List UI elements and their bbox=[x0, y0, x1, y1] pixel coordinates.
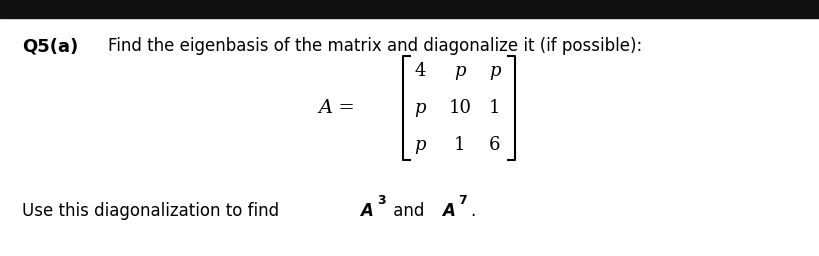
Text: A =: A = bbox=[318, 99, 355, 117]
Text: A: A bbox=[441, 202, 455, 220]
Text: 3: 3 bbox=[377, 195, 385, 208]
Text: A: A bbox=[360, 202, 373, 220]
Text: 7: 7 bbox=[458, 195, 467, 208]
Text: 1: 1 bbox=[489, 99, 500, 117]
Text: 6: 6 bbox=[489, 136, 500, 154]
Text: p: p bbox=[414, 99, 425, 117]
Text: 10: 10 bbox=[448, 99, 471, 117]
Text: p: p bbox=[489, 62, 500, 80]
Text: Q5(a): Q5(a) bbox=[22, 37, 78, 55]
Text: and: and bbox=[388, 202, 429, 220]
Text: Find the eigenbasis of the matrix and diagonalize it (if possible):: Find the eigenbasis of the matrix and di… bbox=[108, 37, 641, 55]
Text: Use this diagonalization to find: Use this diagonalization to find bbox=[22, 202, 284, 220]
Text: p: p bbox=[454, 62, 465, 80]
Text: 4: 4 bbox=[414, 62, 425, 80]
Text: .: . bbox=[469, 202, 474, 220]
Text: p: p bbox=[414, 136, 425, 154]
Bar bbox=[0, 0, 819, 18]
Text: 1: 1 bbox=[454, 136, 465, 154]
